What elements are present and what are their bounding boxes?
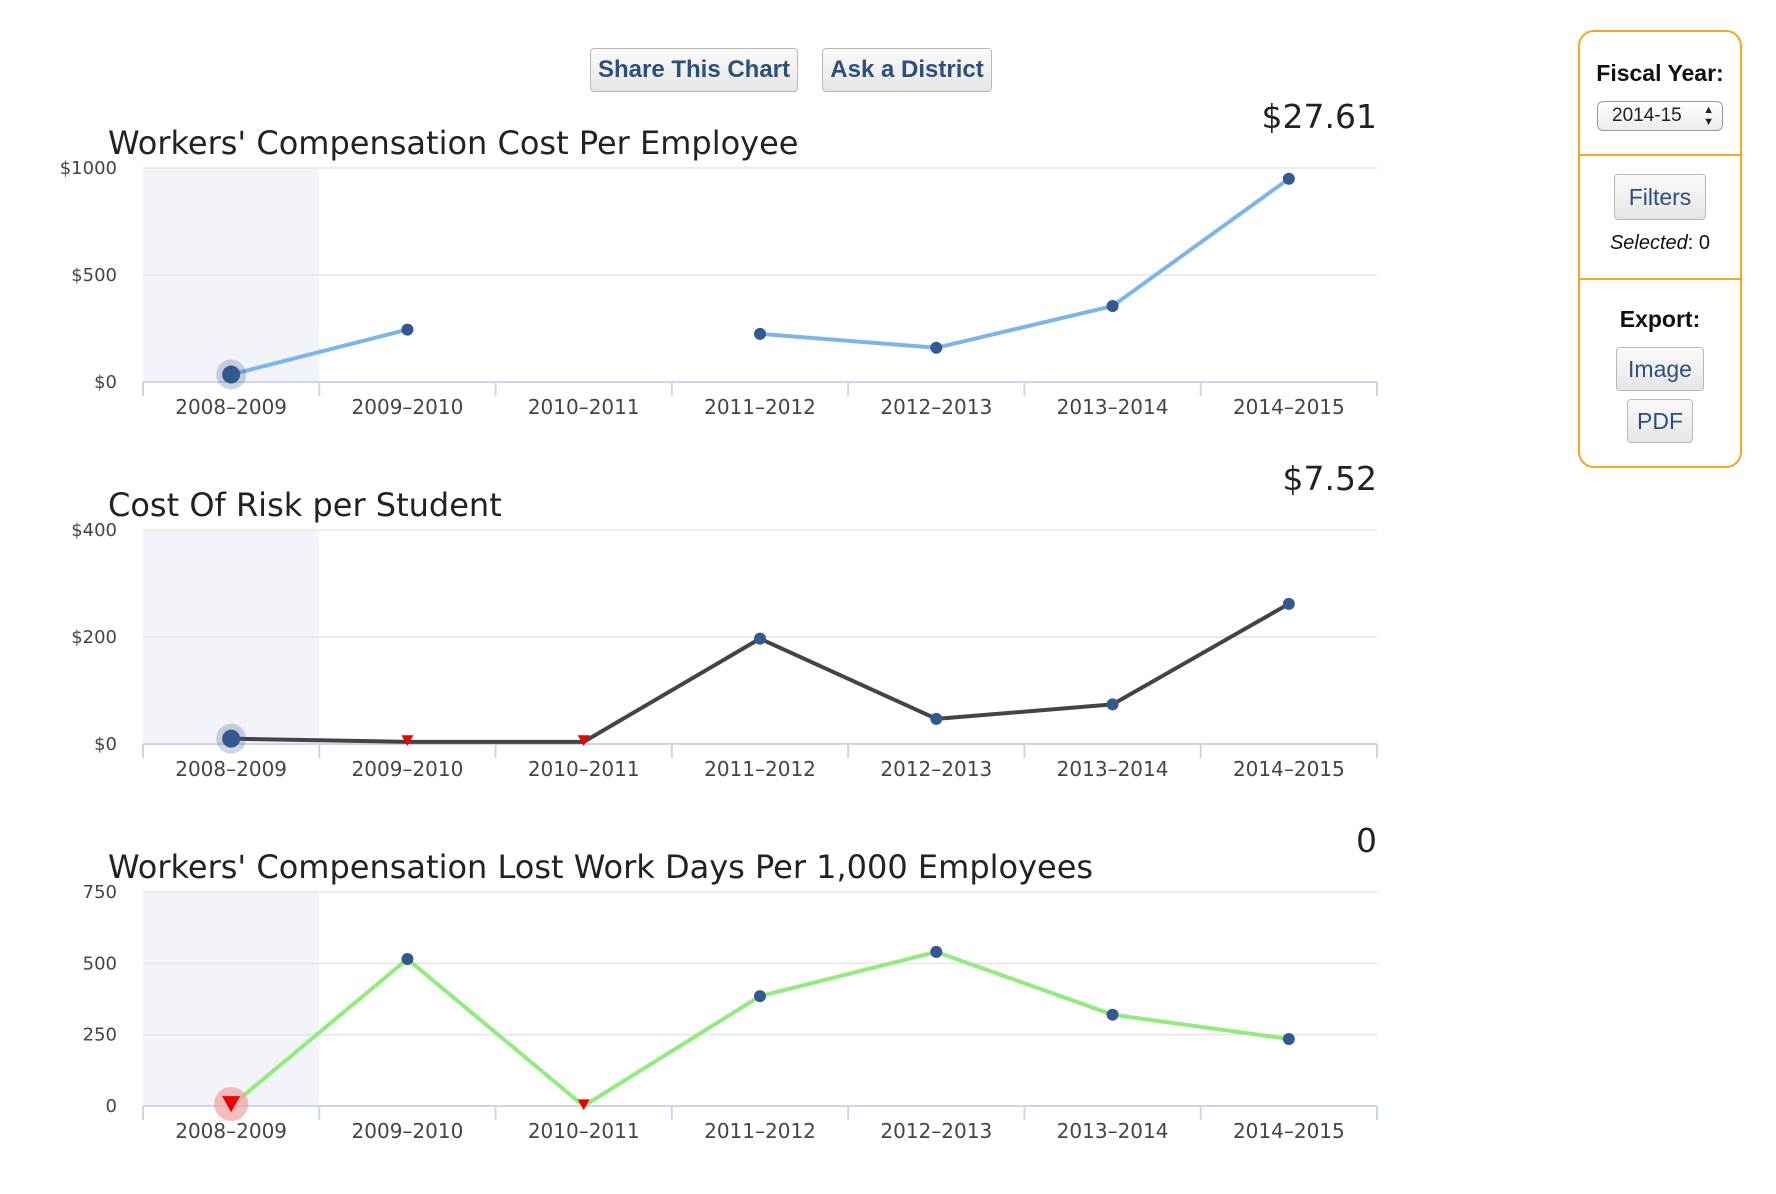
fiscal-year-section: Fiscal Year: 2014-15 ▲ ▼ (1580, 60, 1740, 131)
x-tick-label: 2013–2014 (1057, 1119, 1169, 1143)
select-arrows-icon: ▲ ▼ (1703, 104, 1714, 128)
chart-lost-work-days: 0 250 500 750 2008–2009 2009–2010 2010–2011 201… (83, 821, 1378, 1143)
x-tick-label: 2013–2014 (1057, 395, 1169, 419)
selected-count-line: Selected: 0 (1609, 232, 1711, 254)
data-point (1282, 1032, 1295, 1045)
data-point (222, 729, 241, 748)
data-point (930, 945, 943, 958)
selected-label: Selected (1609, 232, 1688, 254)
series-line (230, 327, 408, 377)
y-tick-label: $0 (94, 372, 117, 393)
chart-title: Cost Of Risk per Student (108, 486, 502, 524)
data-point (1282, 172, 1295, 185)
y-tick-label: $1000 (60, 158, 117, 179)
share-chart-button[interactable]: Share This Chart (590, 48, 798, 92)
chart-cost-of-risk: $0 $200 $400 2008–2009 2009–2010 2010–2011 201… (71, 459, 1378, 781)
x-tick-label: 2009–2010 (352, 1119, 464, 1143)
fiscal-year-value: 2014-15 (1612, 105, 1682, 126)
y-tick-label: 500 (83, 953, 117, 974)
export-section: Export: Image PDF (1580, 306, 1740, 443)
data-point (754, 990, 766, 1003)
y-tick-label: 250 (83, 1025, 117, 1046)
data-point-low (577, 735, 590, 747)
y-tick-label: 750 (83, 882, 117, 903)
export-label: Export: (1619, 306, 1701, 332)
x-tick-label: 2012–2013 (880, 1119, 992, 1143)
chart-title: Workers' Compensation Lost Work Days Per… (108, 848, 1093, 886)
x-tick-label: 2009–2010 (352, 395, 464, 419)
x-tick-label: 2012–2013 (880, 757, 992, 781)
y-tick-label: $0 (94, 734, 117, 755)
side-panel: Fiscal Year: 2014-15 ▲ ▼ Filters Selected… (1578, 30, 1742, 468)
y-tick-label: $500 (71, 265, 117, 286)
filters-button[interactable]: Filters (1614, 174, 1706, 220)
x-tick-label: 2014–2015 (1233, 1119, 1345, 1143)
fiscal-year-label: Fiscal Year: (1596, 60, 1724, 86)
y-tick-label: 0 (106, 1096, 117, 1117)
filters-section: Filters Selected: 0 (1580, 174, 1740, 255)
selected-count: 0 (1698, 232, 1711, 254)
series-line (229, 949, 1290, 1108)
y-tick-label: $400 (71, 520, 117, 541)
series-line (759, 177, 1291, 350)
chart-headline-value: 0 (1356, 821, 1377, 860)
y-tick-label: $200 (71, 627, 117, 648)
highlight-band (143, 892, 320, 1106)
panel-divider (1580, 278, 1740, 280)
x-tick-label: 2009–2010 (352, 757, 464, 781)
x-tick-label: 2008–2009 (175, 757, 287, 781)
data-point (930, 712, 943, 725)
data-point (754, 327, 766, 340)
x-tick-label: 2011–2012 (704, 757, 816, 781)
export-image-button[interactable]: Image (1616, 347, 1704, 391)
chart-workers-comp-cost: $0 $500 $1000 2008–2009 2009–2010 2010–2011 20… (60, 97, 1378, 419)
data-point (754, 632, 766, 645)
export-pdf-button[interactable]: PDF (1627, 399, 1693, 443)
data-point-low (577, 1099, 590, 1111)
data-point-low (222, 1096, 241, 1113)
x-tick-label: 2008–2009 (175, 1119, 287, 1143)
ask-district-button[interactable]: Ask a District (822, 48, 992, 92)
x-tick-label: 2008–2009 (175, 395, 287, 419)
chart-headline-value: $27.61 (1262, 97, 1377, 136)
x-tick-label: 2010–2011 (528, 757, 640, 781)
chart-title: Workers' Compensation Cost Per Employee (108, 124, 798, 162)
data-point (930, 341, 943, 354)
data-point (1106, 300, 1119, 313)
x-tick-label: 2012–2013 (880, 395, 992, 419)
x-tick-label: 2014–2015 (1233, 757, 1345, 781)
x-tick-label: 2014–2015 (1233, 395, 1345, 419)
x-tick-label: 2010–2011 (528, 395, 640, 419)
x-tick-label: 2013–2014 (1057, 757, 1169, 781)
x-tick-label: 2011–2012 (704, 395, 816, 419)
data-point (1282, 597, 1295, 610)
fiscal-year-select[interactable]: 2014-15 ▲ ▼ (1597, 101, 1723, 131)
data-point (401, 323, 414, 336)
data-point (1106, 1008, 1119, 1021)
data-point (1106, 698, 1119, 711)
chart-headline-value: $7.52 (1283, 459, 1377, 498)
panel-divider (1580, 154, 1740, 156)
series-line (231, 602, 1290, 744)
data-point-low (401, 735, 414, 747)
x-tick-label: 2010–2011 (528, 1119, 640, 1143)
data-point (401, 953, 414, 966)
x-tick-label: 2011–2012 (704, 1119, 816, 1143)
data-point (222, 365, 241, 384)
